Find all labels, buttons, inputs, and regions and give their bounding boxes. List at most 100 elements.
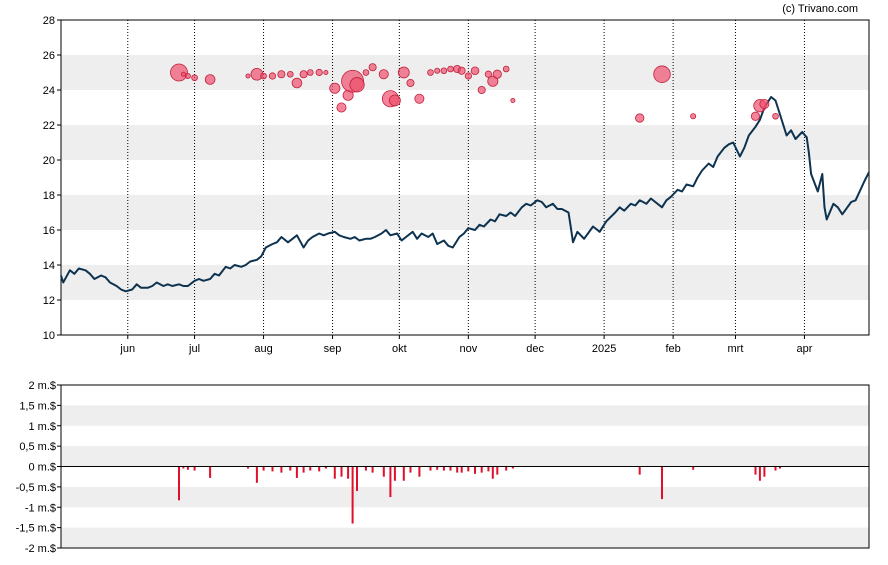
insider-trade-bubble — [260, 72, 267, 80]
x-tick-label: jul — [188, 343, 200, 355]
volume-bar — [255, 466, 258, 483]
volume-y-tick-label: -0,5 m.$ — [16, 482, 56, 494]
insider-trade-bubble — [440, 67, 448, 75]
volume-bar — [209, 466, 212, 478]
y-tick-label: 28 — [43, 15, 55, 27]
volume-bar — [371, 466, 374, 473]
volume-bar — [480, 466, 483, 473]
insider-trade-bubble — [299, 70, 308, 79]
x-tick-label: sep — [324, 343, 342, 355]
x-tick-label: apr — [796, 343, 812, 355]
insider-trade-bubble — [447, 65, 454, 73]
insider-trade-bubble — [170, 63, 188, 82]
x-tick-label: jun — [119, 343, 135, 355]
y-tick-label: 14 — [43, 260, 55, 272]
volume-bar — [460, 466, 463, 473]
credit-text: (c) Trivano.com — [782, 3, 858, 15]
volume-bar — [474, 466, 476, 474]
y-tick-label: 12 — [43, 295, 55, 307]
volume-bar — [511, 466, 514, 469]
volume-bar — [491, 466, 494, 479]
volume-bar — [186, 466, 189, 470]
insider-trade-bubble — [653, 65, 671, 83]
insider-trade-bubble — [510, 98, 516, 104]
volume-bar — [178, 466, 180, 501]
volume-bar — [318, 466, 321, 472]
insider-trade-bubble — [427, 69, 434, 76]
volume-bar — [442, 466, 445, 471]
volume-grid-band — [61, 446, 869, 467]
insider-trade-bubble — [291, 77, 303, 89]
volume-bar — [418, 466, 421, 477]
volume-bar — [356, 466, 358, 491]
x-tick-label: feb — [665, 343, 680, 355]
volume-bar — [638, 466, 641, 475]
insider-trade-bubble — [307, 69, 314, 76]
volume-panel: -2 m.$ -1,5 m.$ -1 m.$ -0,5 m.$ 0 m.$ 0,5 m.$… — [16, 380, 870, 555]
x-tick-label: okt — [392, 343, 407, 355]
insider-trade-bubble — [406, 79, 415, 88]
volume-bar — [429, 466, 432, 471]
volume-y-tick-label: 0,5 m.$ — [19, 441, 56, 453]
volume-bar — [295, 466, 298, 478]
insider-trade-bubble — [759, 99, 770, 110]
insider-trade-bubble — [477, 86, 486, 95]
volume-bar — [393, 466, 396, 481]
insider-trade-bubble — [245, 73, 251, 79]
volume-bar — [774, 466, 777, 471]
y-tick-label: 24 — [43, 85, 55, 97]
x-tick-label: aug — [254, 343, 272, 355]
volume-bar — [382, 466, 385, 477]
x-tick-label: nov — [459, 343, 477, 355]
insider-trade-bubble — [268, 72, 277, 80]
volume-bar — [754, 466, 757, 475]
insider-trade-bubble — [457, 66, 466, 75]
insider-trade-bubble — [635, 113, 645, 123]
insider-trade-bubble — [690, 113, 697, 120]
insider-trade-bubble — [434, 67, 441, 74]
insider-trade-bubble — [286, 70, 294, 78]
volume-y-tick-label: 1,5 m.$ — [19, 400, 56, 412]
volume-y-tick-label: 2 m.$ — [28, 380, 56, 392]
insider-trade-bubble — [277, 70, 286, 79]
volume-bar — [389, 466, 392, 498]
x-tick-label: 2025 — [592, 343, 616, 355]
insider-trade-bubble — [414, 93, 425, 104]
insider-trade-bubble — [191, 74, 198, 82]
price-panel: jun jul aug sep okt nov dec 2025 feb mrt apr 10 12 14… — [43, 15, 870, 355]
volume-bar — [661, 466, 663, 500]
insider-trade-bubble — [329, 82, 341, 94]
volume-y-tick-label: 0 m.$ — [28, 462, 56, 474]
volume-bar — [456, 466, 459, 473]
volume-bar — [333, 466, 336, 479]
volume-y-tick-label: 1 m.$ — [28, 421, 56, 433]
volume-grid-band — [61, 405, 869, 426]
price-plot-frame — [60, 19, 870, 336]
insider-trade-bubble — [487, 75, 499, 87]
insider-trade-bubble — [336, 102, 347, 113]
y-tick-label: 26 — [43, 50, 55, 62]
insider-trade-bubble — [388, 94, 401, 107]
volume-bar — [436, 466, 439, 470]
volume-bar — [324, 466, 327, 469]
volume-bar — [402, 466, 405, 481]
volume-bar — [302, 466, 305, 473]
volume-bar — [347, 466, 350, 479]
price-grid-band — [61, 125, 869, 160]
volume-bar — [309, 466, 312, 471]
insider-trade-bubble — [204, 74, 216, 85]
volume-y-tick-label: -1,5 m.$ — [16, 523, 56, 535]
volume-bar — [763, 466, 766, 477]
insider-trade-bubble — [750, 111, 761, 121]
y-tick-label: 10 — [43, 330, 55, 342]
insider-trade-bubble — [397, 66, 410, 79]
volume-y-tick-label: -1 m.$ — [25, 502, 56, 514]
volume-bar — [262, 466, 265, 471]
insider-trade-bubble — [484, 70, 492, 78]
insider-trade-bubble — [362, 69, 370, 76]
volume-bar — [758, 466, 761, 481]
volume-grid-band — [61, 527, 869, 548]
volume-bar — [505, 466, 508, 471]
insider-trade-bubble — [184, 73, 191, 80]
